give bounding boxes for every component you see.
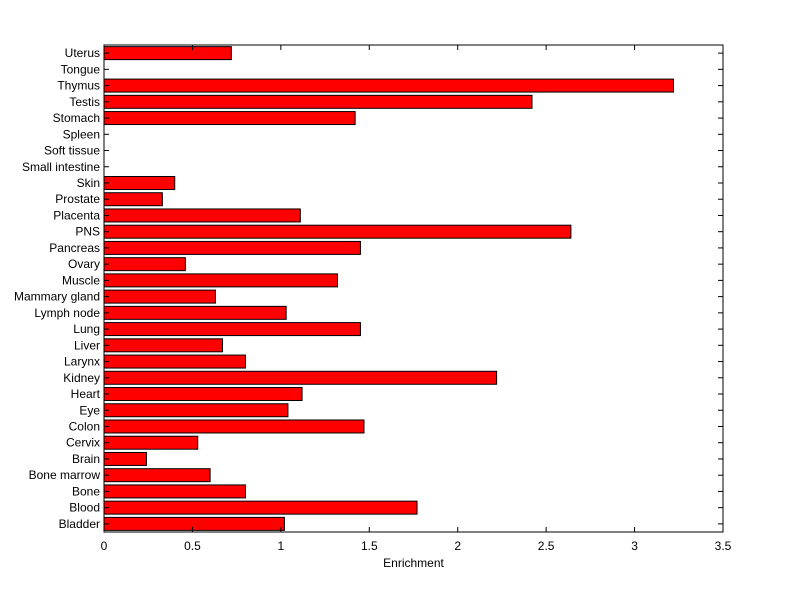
y-tick-label-lung: Lung	[73, 322, 100, 336]
x-tick-label: 2.5	[538, 539, 555, 553]
bar-eye	[103, 403, 289, 418]
bar-liver	[103, 338, 223, 353]
bar-colon	[103, 419, 365, 434]
bar-brain	[103, 451, 147, 466]
bar-uterus	[103, 46, 232, 61]
bar-bone	[103, 484, 246, 499]
y-tick-label-kidney: Kidney	[63, 371, 100, 385]
y-tick-label-eye: Eye	[79, 403, 100, 417]
bar-prostate	[103, 192, 163, 207]
bar-bone-marrow	[103, 468, 211, 483]
y-tick-label-cervix: Cervix	[66, 436, 100, 450]
bar-lung	[103, 322, 361, 337]
y-tick-label-bladder: Bladder	[59, 517, 100, 531]
bar-larynx	[103, 354, 246, 369]
y-tick-label-blood: Blood	[69, 501, 100, 515]
y-tick-label-prostate: Prostate	[55, 192, 100, 206]
y-tick-label-placenta: Placenta	[53, 208, 100, 222]
y-tick-label-ovary: Ovary	[68, 257, 100, 271]
bar-mammary-gland	[103, 289, 216, 304]
bar-stomach	[103, 111, 356, 126]
y-tick-label-pns: PNS	[75, 225, 100, 239]
x-tick-label: 0.5	[184, 539, 201, 553]
y-tick-label-bone: Bone	[72, 484, 100, 498]
x-tick-label: 3.5	[715, 539, 732, 553]
y-tick-label-muscle: Muscle	[62, 273, 100, 287]
y-tick-label-liver: Liver	[74, 338, 100, 352]
bar-bladder	[103, 516, 285, 531]
y-tick-label-stomach: Stomach	[53, 111, 100, 125]
y-tick-label-mammary-gland: Mammary gland	[14, 290, 100, 304]
x-tick-label: 1.5	[361, 539, 378, 553]
y-tick-label-tongue: Tongue	[61, 62, 101, 76]
x-tick-label: 2	[454, 539, 461, 553]
ticks-group	[103, 45, 724, 532]
y-tick-label-testis: Testis	[69, 95, 100, 109]
bar-testis	[103, 94, 533, 109]
bar-thymus	[103, 78, 674, 93]
y-tick-label-pancreas: Pancreas	[49, 241, 100, 255]
bar-cervix	[103, 435, 199, 450]
y-tick-label-lymph-node: Lymph node	[34, 306, 100, 320]
bar-blood	[103, 500, 418, 515]
bar-kidney	[103, 370, 498, 385]
bar-lymph-node	[103, 305, 287, 320]
bar-heart	[103, 387, 303, 402]
bar-muscle	[103, 273, 338, 288]
y-tick-label-colon: Colon	[69, 419, 100, 433]
bar-pancreas	[103, 240, 361, 255]
bar-placenta	[103, 208, 301, 223]
y-tick-label-thymus: Thymus	[57, 79, 100, 93]
x-tick-labels: 0 0.5 1 1.5 2 2.5 3 3.5	[101, 539, 732, 553]
y-tick-label-bone-marrow: Bone marrow	[29, 468, 101, 482]
axes-box	[103, 44, 724, 533]
bar-skin	[103, 175, 176, 190]
y-tick-label-brain: Brain	[72, 452, 100, 466]
y-tick-label-skin: Skin	[77, 176, 100, 190]
bar-pns	[103, 224, 572, 239]
x-tick-label: 0	[101, 539, 108, 553]
y-tick-label-larynx: Larynx	[64, 355, 100, 369]
x-tick-label: 3	[631, 539, 638, 553]
y-tick-label-uterus: Uterus	[65, 46, 100, 60]
y-tick-label-soft-tissue: Soft tissue	[44, 144, 100, 158]
y-tick-label-small-intestine: Small intestine	[22, 160, 100, 174]
y-tick-label-spleen: Spleen	[63, 127, 100, 141]
bar-ovary	[103, 257, 186, 272]
x-axis-label: Enrichment	[383, 556, 444, 570]
x-tick-label: 1	[278, 539, 285, 553]
y-tick-labels: Uterus Tongue Thymus Testis Stomach Spleen Sof…	[14, 46, 101, 531]
y-tick-label-heart: Heart	[71, 387, 101, 401]
